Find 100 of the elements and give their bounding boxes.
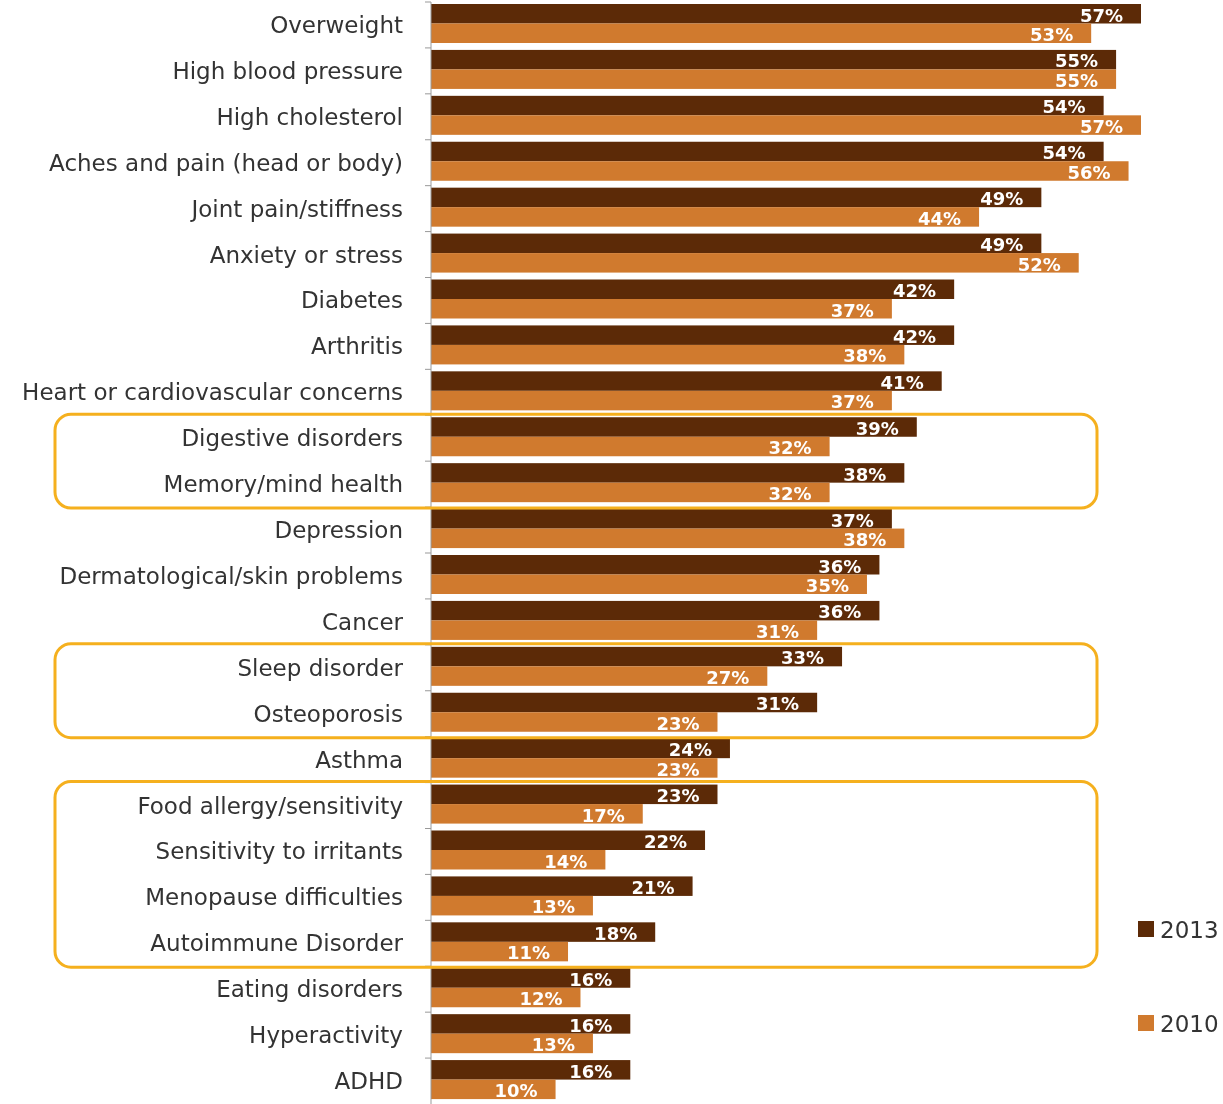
bar (431, 279, 955, 299)
data-label: 57% (1079, 115, 1123, 137)
y-tick-label: Food allergy/sensitivity (137, 792, 403, 819)
bar (431, 187, 1042, 208)
bar (431, 207, 980, 227)
y-tick-label: Autoimmune Disorder (150, 930, 404, 957)
bar (431, 666, 768, 686)
y-tick-label: High blood pressure (172, 57, 403, 84)
data-label: 31% (756, 620, 800, 642)
legend-label: 2013 (1160, 917, 1219, 943)
data-label: 14% (544, 850, 588, 872)
bar (431, 784, 718, 805)
bar (431, 69, 1117, 89)
y-tick-label: Diabetes (300, 287, 403, 314)
data-label: 21% (631, 876, 675, 898)
bar (431, 830, 706, 850)
data-label: 18% (594, 922, 638, 944)
data-label: 35% (805, 575, 849, 596)
y-tick-label: Joint pain/stiffness (189, 195, 403, 222)
data-label: 37% (830, 509, 874, 531)
data-label: 42% (893, 280, 937, 301)
y-tick-label: Digestive disorders (181, 425, 403, 452)
y-tick-label: Depression (274, 517, 403, 544)
data-label: 44% (917, 207, 962, 229)
y-tick-label: Eating disorders (216, 976, 403, 1003)
y-tick-label: Overweight (270, 11, 403, 38)
bar (431, 49, 1117, 70)
y-tick-label: Heart or cardiovascular concerns (22, 379, 403, 406)
data-label: 56% (1067, 161, 1111, 183)
y-tick-label: Menopause difficulties (145, 884, 403, 911)
data-label: 37% (830, 391, 874, 413)
bar (431, 600, 880, 621)
bar (431, 253, 1079, 273)
data-label: 54% (1042, 96, 1086, 118)
bar (431, 141, 1104, 162)
y-tick-label: Arthritis (310, 333, 403, 360)
bar (431, 555, 880, 575)
bar (431, 4, 1141, 24)
bar (431, 344, 905, 365)
y-tick-label: Cancer (322, 608, 404, 635)
data-label: 38% (843, 463, 887, 485)
bar (431, 876, 693, 896)
bar (431, 646, 843, 667)
legend-label: 2010 (1160, 1011, 1219, 1037)
bar (431, 482, 830, 503)
data-label: 38% (843, 529, 887, 551)
data-label: 33% (780, 647, 825, 669)
bar (431, 620, 818, 640)
data-label: 16% (569, 1060, 613, 1082)
bar (431, 738, 730, 759)
data-label: 41% (880, 371, 924, 393)
bar (431, 417, 917, 437)
bar (431, 1060, 631, 1080)
data-label: 10% (494, 1080, 538, 1102)
data-label: 32% (768, 483, 812, 505)
y-tick-label: High cholesterol (216, 103, 403, 130)
data-label: 36% (818, 601, 862, 623)
data-label: 55% (1054, 69, 1099, 91)
data-label: 53% (1030, 24, 1074, 45)
data-label: 49% (980, 234, 1024, 256)
y-tick-label: Hyperactivity (249, 1022, 403, 1049)
bar (431, 390, 892, 411)
bar (431, 528, 905, 549)
data-label: 27% (706, 666, 750, 688)
data-label: 23% (656, 758, 700, 780)
bar (431, 436, 830, 457)
data-label: 38% (843, 345, 887, 367)
data-label: 13% (531, 896, 575, 918)
bar (431, 922, 656, 942)
bar (431, 299, 892, 319)
bar (431, 95, 1104, 116)
data-label: 55% (1054, 50, 1099, 72)
bar (431, 371, 942, 391)
bar (431, 850, 606, 870)
y-tick-label: Aches and pain (head or body) (49, 149, 403, 176)
data-label: 37% (830, 299, 874, 321)
data-label: 54% (1042, 142, 1086, 164)
y-tick-label: Osteoporosis (253, 700, 403, 727)
y-tick-label: Dermatological/skin problems (59, 562, 403, 589)
bar (431, 23, 1092, 43)
data-label: 16% (569, 968, 613, 990)
data-label: 52% (1017, 253, 1061, 275)
data-label: 12% (519, 988, 563, 1010)
bar (431, 115, 1141, 135)
data-label: 36% (818, 555, 862, 577)
data-label: 17% (581, 804, 625, 826)
data-label: 57% (1079, 4, 1123, 26)
bar (431, 161, 1129, 181)
data-label: 23% (656, 712, 700, 734)
y-tick-label: Memory/mind health (163, 471, 403, 498)
data-label: 23% (656, 785, 700, 807)
bar (431, 804, 643, 824)
data-label: 39% (855, 417, 899, 439)
bar (431, 325, 955, 345)
bar (431, 1014, 631, 1034)
data-label: 11% (506, 942, 551, 964)
bar (431, 692, 818, 713)
bar (431, 758, 718, 778)
y-tick-label: Asthma (315, 746, 403, 773)
data-label: 31% (756, 693, 800, 715)
